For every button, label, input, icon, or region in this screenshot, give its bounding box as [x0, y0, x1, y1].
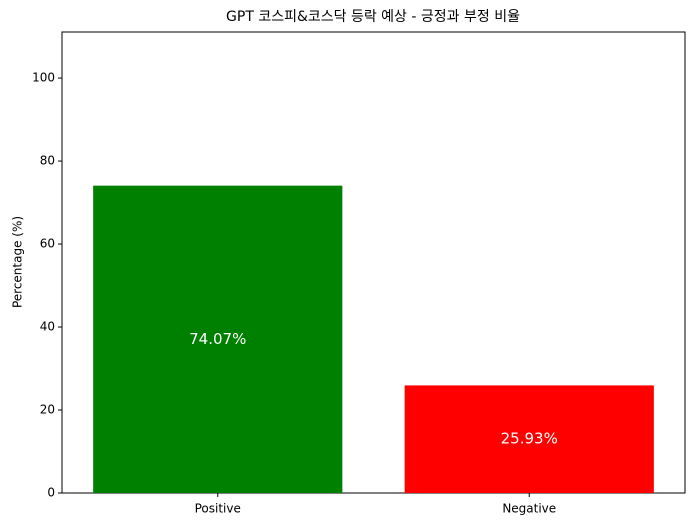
- bar: [404, 385, 654, 493]
- chart-title: GPT 코스피&코스닥 등락 예상 - 긍정과 부정 비율: [226, 9, 520, 25]
- y-tick-label: 20: [40, 403, 55, 417]
- y-tick-label: 100: [32, 71, 55, 85]
- y-tick-label: 0: [47, 486, 55, 500]
- value-label: 74.07%: [189, 330, 246, 348]
- x-tick-label: Positive: [195, 502, 241, 516]
- y-tick-label: 60: [40, 237, 55, 251]
- y-axis-label: Percentage (%): [11, 216, 25, 308]
- x-tick-label: Negative: [502, 502, 556, 516]
- y-tick-label: 80: [40, 154, 55, 168]
- y-tick-label: 40: [40, 320, 55, 334]
- value-label: 25.93%: [501, 430, 558, 448]
- axes-border: [61, 31, 686, 494]
- bar: [93, 185, 343, 493]
- axes-frame: [61, 31, 686, 494]
